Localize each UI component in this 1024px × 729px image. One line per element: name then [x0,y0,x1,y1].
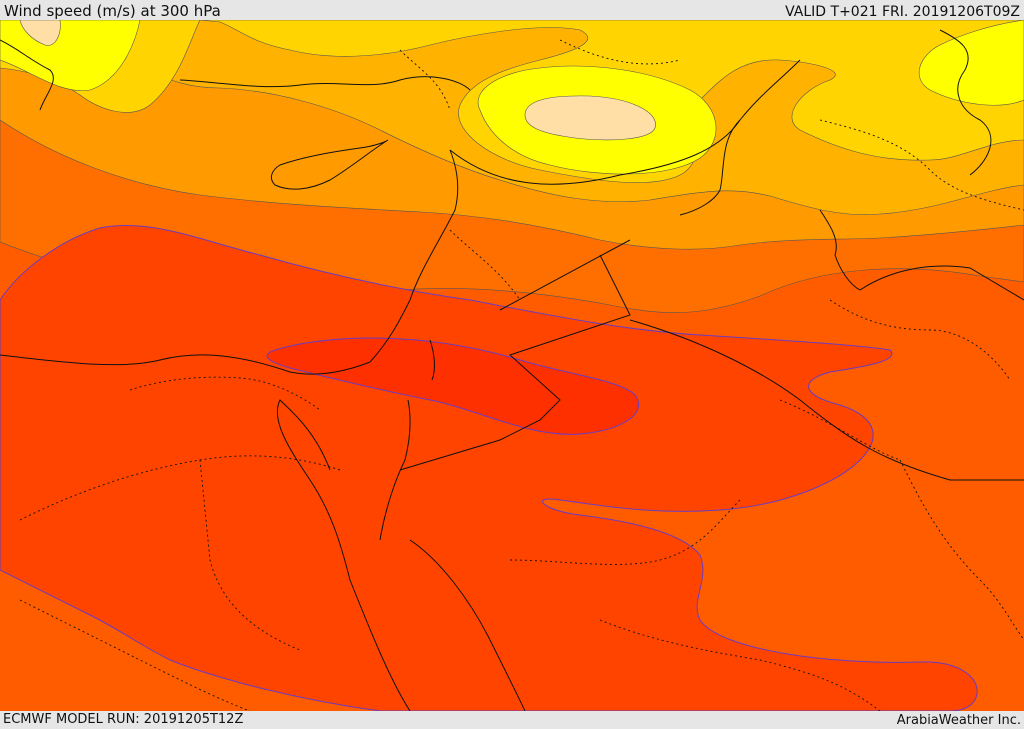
coastlines [0,29,1024,711]
credit: ArabiaWeather Inc. [896,713,1021,728]
model-run: ECMWF MODEL RUN: 20191205T12Z [3,712,244,727]
footer-bar: ECMWF MODEL RUN: 20191205T12Z ArabiaWeat… [0,711,1024,729]
jet-core-center [524,95,656,141]
map-canvas [0,20,1024,711]
jet-core-west [19,20,61,46]
map-title: Wind speed (m/s) at 300 hPa [4,2,221,20]
band-red-strong [266,337,640,435]
band-yellow-east [918,20,1024,106]
internal-borders [19,39,1024,711]
valid-time: VALID T+021 FRI. 20191206T09Z [785,4,1020,20]
wind-speed-map[interactable] [0,20,1024,711]
header-bar: Wind speed (m/s) at 300 hPa VALID T+021 … [0,0,1024,20]
